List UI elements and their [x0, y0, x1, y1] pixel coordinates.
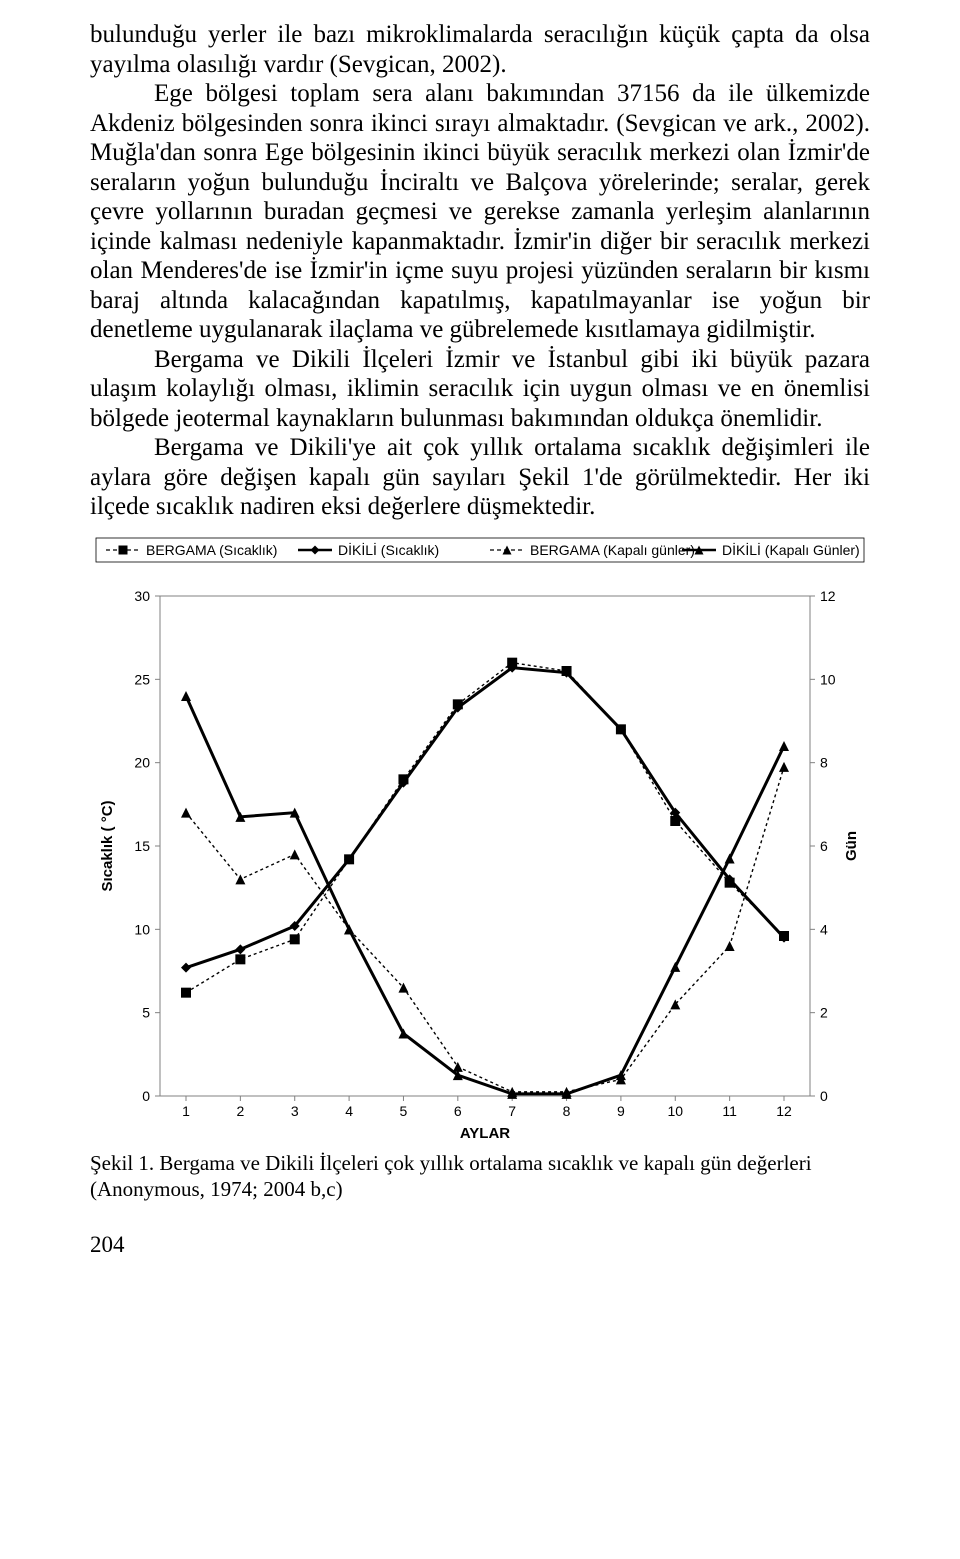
- svg-text:10: 10: [667, 1103, 683, 1119]
- svg-text:6: 6: [454, 1103, 462, 1119]
- body-paragraph-1b: Ege bölgesi toplam sera alanı bakımından…: [90, 79, 870, 345]
- svg-text:Sıcaklık ( °C): Sıcaklık ( °C): [99, 800, 116, 891]
- svg-text:15: 15: [134, 838, 150, 854]
- svg-text:9: 9: [617, 1103, 625, 1119]
- page-number: 204: [90, 1232, 870, 1258]
- svg-text:20: 20: [134, 754, 150, 770]
- body-paragraph-1: bulunduğu yerler ile bazı mikroklimalard…: [90, 20, 870, 79]
- body-text: bulunduğu yerler ile bazı mikroklimalard…: [90, 21, 870, 78]
- svg-text:8: 8: [820, 754, 828, 770]
- svg-text:12: 12: [776, 1103, 792, 1119]
- body-paragraph-2: Bergama ve Dikili İlçeleri İzmir ve İsta…: [90, 345, 870, 434]
- svg-text:0: 0: [820, 1088, 828, 1104]
- body-paragraph-3: Bergama ve Dikili'ye ait çok yıllık orta…: [90, 433, 870, 522]
- figure-1-chart: BERGAMA (Sıcaklık) DİKİLİ (Sıcaklık) BERGA…: [90, 536, 870, 1146]
- svg-text:12: 12: [820, 588, 836, 604]
- svg-text:1: 1: [182, 1103, 190, 1119]
- figure-1-caption: Şekil 1. Bergama ve Dikili İlçeleri çok …: [90, 1150, 870, 1203]
- page-number-text: 204: [90, 1232, 125, 1257]
- svg-text:4: 4: [345, 1103, 353, 1119]
- svg-text:10: 10: [134, 921, 150, 937]
- svg-text:Gün: Gün: [843, 831, 860, 861]
- svg-text:DİKİLİ (Sıcaklık): DİKİLİ (Sıcaklık): [338, 541, 439, 558]
- body-text: Ege bölgesi toplam sera alanı bakımından…: [90, 80, 870, 343]
- svg-text:8: 8: [563, 1103, 571, 1119]
- svg-text:4: 4: [820, 921, 828, 937]
- svg-text:0: 0: [142, 1088, 150, 1104]
- svg-text:BERGAMA (Kapalı günler): BERGAMA (Kapalı günler): [530, 542, 695, 558]
- svg-text:11: 11: [722, 1103, 737, 1119]
- body-text: Bergama ve Dikili İlçeleri İzmir ve İsta…: [90, 346, 870, 432]
- svg-text:5: 5: [142, 1004, 150, 1020]
- svg-text:25: 25: [134, 671, 150, 687]
- svg-text:BERGAMA (Sıcaklık): BERGAMA (Sıcaklık): [146, 542, 277, 558]
- svg-text:3: 3: [291, 1103, 299, 1119]
- svg-text:DİKİLİ (Kapalı Günler): DİKİLİ (Kapalı Günler): [722, 541, 860, 558]
- svg-text:2: 2: [820, 1004, 828, 1020]
- svg-text:6: 6: [820, 838, 828, 854]
- svg-text:30: 30: [134, 588, 150, 604]
- body-text: Bergama ve Dikili'ye ait çok yıllık orta…: [90, 434, 870, 520]
- svg-text:2: 2: [236, 1103, 244, 1119]
- svg-text:7: 7: [508, 1103, 516, 1119]
- svg-text:5: 5: [400, 1103, 408, 1119]
- svg-text:AYLAR: AYLAR: [460, 1125, 510, 1142]
- svg-text:10: 10: [820, 671, 836, 687]
- caption-text: Şekil 1. Bergama ve Dikili İlçeleri çok …: [90, 1151, 812, 1201]
